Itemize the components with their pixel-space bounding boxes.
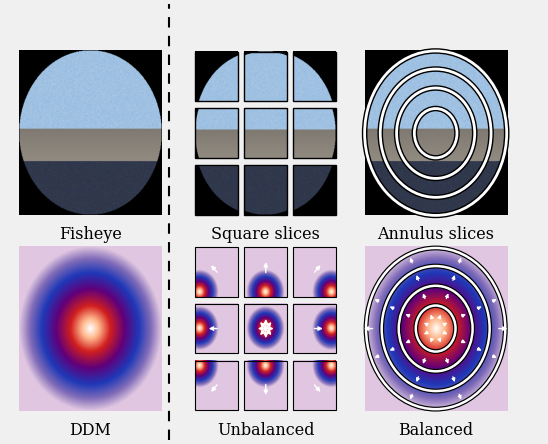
Bar [244, 108, 287, 158]
Bar [195, 52, 238, 101]
Bar [293, 52, 336, 101]
Bar [293, 304, 336, 353]
Text: Unbalanced: Unbalanced [217, 422, 315, 439]
Bar [244, 304, 287, 353]
Bar [293, 361, 336, 410]
Bar [244, 361, 287, 410]
Text: Fisheye: Fisheye [59, 226, 122, 243]
Bar [195, 304, 238, 353]
Bar [195, 108, 238, 158]
Text: Square slices: Square slices [212, 226, 320, 243]
Bar [244, 165, 287, 215]
Bar [293, 165, 336, 215]
Bar [195, 361, 238, 410]
Bar [293, 108, 336, 158]
Bar [195, 165, 238, 215]
Bar [244, 247, 287, 297]
Bar [244, 52, 287, 101]
Text: DDM: DDM [70, 422, 111, 439]
Text: Annulus slices: Annulus slices [377, 226, 494, 243]
Text: Balanced: Balanced [398, 422, 473, 439]
Bar [293, 247, 336, 297]
Bar [195, 247, 238, 297]
